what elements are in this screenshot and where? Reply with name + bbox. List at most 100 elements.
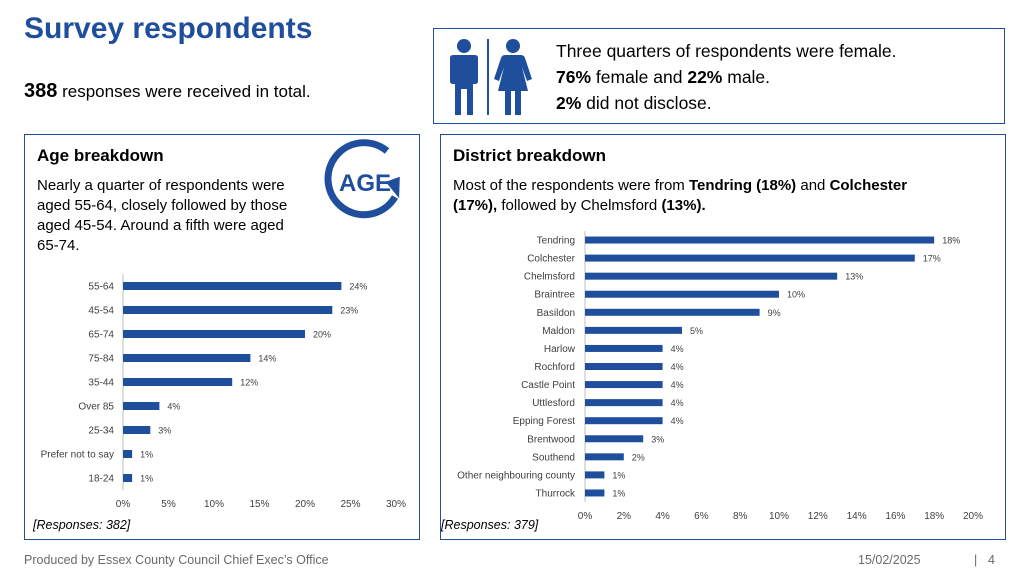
district-x-tick-label: 6% bbox=[694, 511, 709, 522]
age-logo-icon: AGE bbox=[324, 139, 400, 219]
district-data-label: 5% bbox=[690, 326, 703, 336]
district-text-e: (17%), bbox=[453, 197, 498, 214]
district-x-tick-label: 4% bbox=[655, 511, 670, 522]
district-data-label: 4% bbox=[671, 416, 684, 426]
district-x-tick-label: 18% bbox=[924, 511, 944, 522]
page-title: Survey respondents bbox=[24, 12, 313, 45]
male-female-icon bbox=[450, 39, 532, 115]
district-x-tick-label: 10% bbox=[769, 511, 789, 522]
age-responses-note: [Responses: 382] bbox=[33, 518, 131, 532]
district-category-label: Southend bbox=[532, 452, 575, 463]
footer-separator: | bbox=[974, 553, 978, 567]
age-category-label: Prefer not to say bbox=[41, 450, 114, 461]
age-category-label: Over 85 bbox=[78, 402, 114, 413]
district-x-tick-label: 20% bbox=[963, 511, 983, 522]
district-category-label: Braintree bbox=[534, 290, 575, 301]
district-text-d: Colchester bbox=[829, 177, 908, 194]
district-data-label: 4% bbox=[671, 380, 684, 390]
age-data-label: 23% bbox=[340, 306, 358, 316]
age-bar bbox=[123, 450, 133, 458]
age-category-label: 55-64 bbox=[88, 282, 114, 293]
age-bar bbox=[123, 474, 133, 482]
age-data-label: 20% bbox=[313, 330, 331, 340]
district-category-label: Harlow bbox=[544, 344, 576, 355]
gender-line-2: 76% female and 22% male. bbox=[556, 64, 896, 90]
district-bar bbox=[585, 435, 644, 443]
district-category-label: Rochford bbox=[534, 362, 575, 373]
age-x-tick-label: 25% bbox=[340, 499, 360, 510]
district-category-label: Brentwood bbox=[527, 434, 575, 445]
district-bar bbox=[585, 236, 935, 244]
age-category-label: 35-44 bbox=[88, 378, 114, 389]
age-data-label: 12% bbox=[240, 378, 258, 388]
district-data-label: 4% bbox=[671, 344, 684, 354]
age-bar bbox=[123, 402, 160, 410]
district-bar bbox=[585, 290, 779, 298]
total-responses: 388 responses were received in total. bbox=[24, 80, 311, 103]
district-data-label: 1% bbox=[612, 488, 625, 498]
age-x-tick-label: 15% bbox=[249, 499, 269, 510]
age-breakdown-panel: Age breakdown Nearly a quarter of respon… bbox=[24, 134, 420, 540]
gender-line-3: 2% did not disclose. bbox=[556, 90, 896, 116]
age-category-label: 65-74 bbox=[88, 330, 114, 341]
district-x-tick-label: 2% bbox=[617, 511, 632, 522]
gender-line-3-end: did not disclose. bbox=[581, 93, 712, 113]
district-category-label: Other neighbouring county bbox=[457, 470, 575, 481]
total-count: 388 bbox=[24, 80, 58, 102]
district-data-label: 1% bbox=[612, 470, 625, 480]
age-bar bbox=[123, 306, 333, 314]
age-x-tick-label: 5% bbox=[161, 499, 176, 510]
age-x-tick-label: 0% bbox=[116, 499, 131, 510]
district-data-label: 4% bbox=[671, 362, 684, 372]
footer-credit: Produced by Essex County Council Chief E… bbox=[24, 553, 329, 567]
age-data-label: 1% bbox=[140, 474, 153, 484]
district-category-label: Colchester bbox=[527, 254, 575, 265]
total-text: responses were received in total. bbox=[57, 82, 311, 101]
district-bar bbox=[585, 399, 663, 407]
district-bar bbox=[585, 272, 838, 280]
district-data-label: 10% bbox=[787, 290, 805, 300]
district-data-label: 9% bbox=[768, 308, 781, 318]
age-bar bbox=[123, 330, 305, 338]
age-bar bbox=[123, 426, 151, 434]
gender-line-2-mid: female and bbox=[591, 67, 688, 87]
gender-line-2-end: male. bbox=[722, 67, 771, 87]
district-data-label: 17% bbox=[923, 254, 941, 264]
district-category-label: Uttlesford bbox=[532, 398, 575, 409]
district-bar bbox=[585, 363, 663, 370]
age-panel-text: Nearly a quarter of respondents were age… bbox=[37, 177, 288, 254]
district-data-label: 2% bbox=[632, 452, 645, 462]
footer-date: 15/02/2025 bbox=[858, 553, 921, 567]
age-panel-title: Age breakdown bbox=[37, 146, 164, 165]
district-data-label: 13% bbox=[845, 272, 863, 282]
district-category-label: Tendring bbox=[537, 236, 575, 247]
district-x-tick-label: 12% bbox=[808, 511, 828, 522]
age-x-tick-label: 10% bbox=[204, 499, 224, 510]
district-x-tick-label: 14% bbox=[847, 511, 867, 522]
age-bar bbox=[123, 378, 233, 386]
district-category-label: Thurrock bbox=[536, 488, 576, 499]
district-text-a: Most of the respondents were from bbox=[453, 177, 689, 194]
district-text-f: followed by Chelmsford bbox=[497, 197, 662, 214]
footer-page-number: 4 bbox=[988, 553, 995, 567]
district-text-c: and bbox=[796, 177, 830, 194]
age-data-label: 24% bbox=[349, 282, 367, 292]
district-bar bbox=[585, 453, 624, 461]
age-bar bbox=[123, 354, 251, 362]
district-bar bbox=[585, 471, 605, 479]
district-bar bbox=[585, 254, 915, 262]
age-data-label: 4% bbox=[167, 402, 180, 412]
gender-summary-box: Three quarters of respondents were femal… bbox=[433, 28, 1005, 124]
undisclosed-pct: 2% bbox=[556, 93, 582, 113]
district-data-label: 3% bbox=[651, 434, 664, 444]
district-x-tick-label: 16% bbox=[885, 511, 905, 522]
district-bar bbox=[585, 417, 663, 425]
district-panel-title: District breakdown bbox=[453, 146, 607, 165]
district-bar bbox=[585, 489, 605, 497]
age-x-tick-label: 20% bbox=[295, 499, 315, 510]
age-data-label: 3% bbox=[158, 426, 171, 436]
district-text-g: (13%). bbox=[661, 197, 706, 214]
district-data-label: 4% bbox=[671, 398, 684, 408]
district-bar bbox=[585, 344, 663, 352]
